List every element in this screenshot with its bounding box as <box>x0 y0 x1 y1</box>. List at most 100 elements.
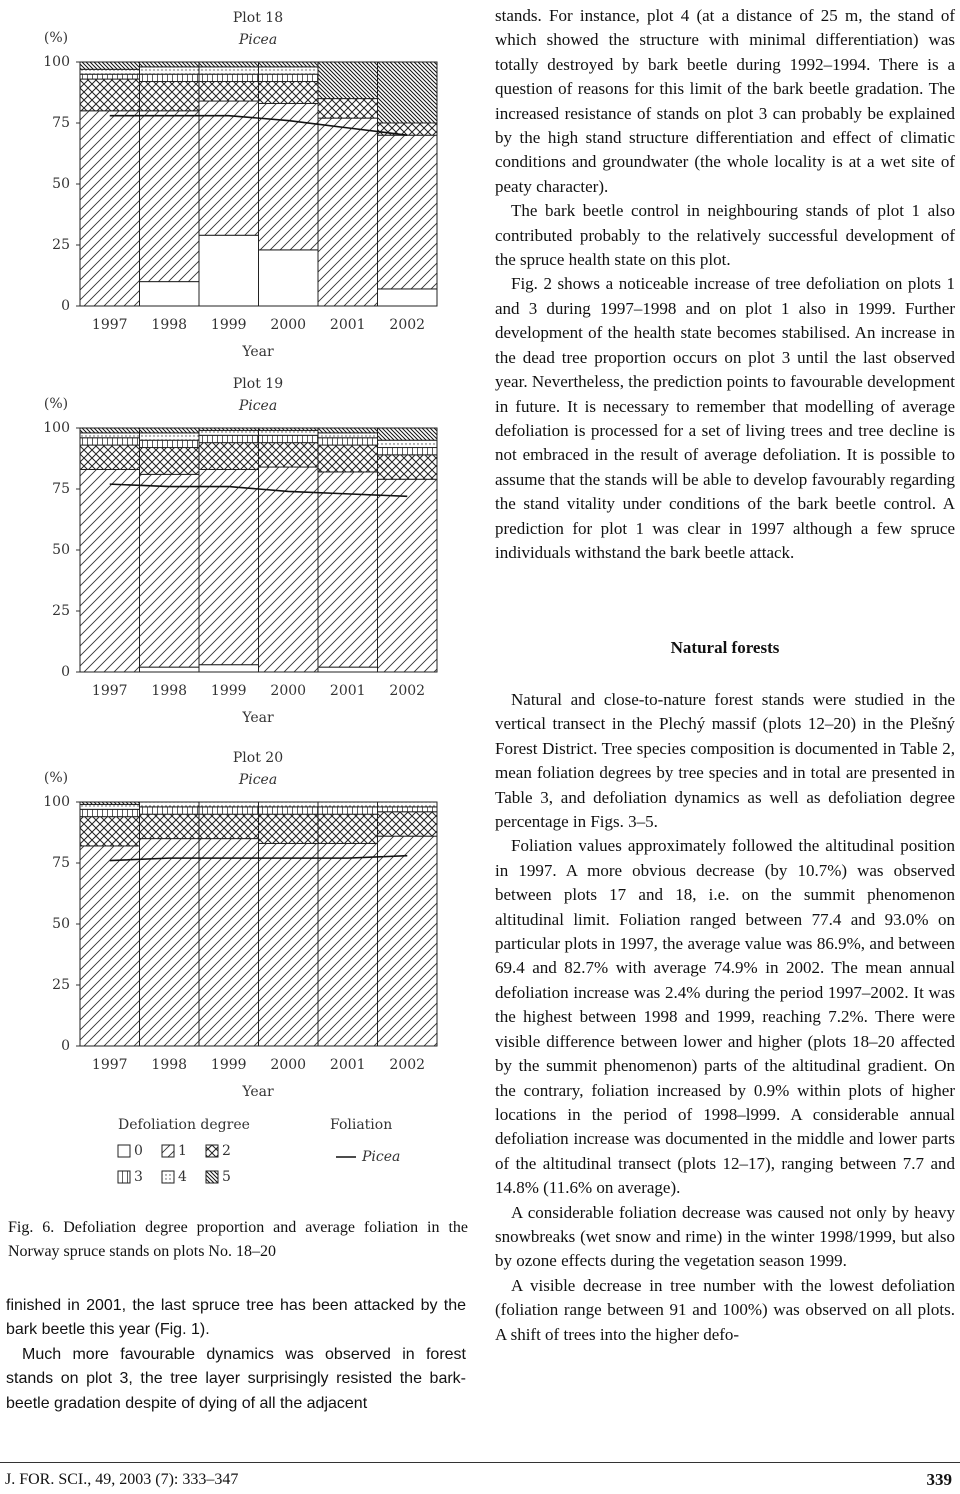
bar-segment <box>139 110 200 283</box>
x-tick-label: 1999 <box>211 317 247 333</box>
bar-segment <box>317 444 378 473</box>
legend-swatch <box>117 1144 131 1158</box>
bar-segment <box>79 73 140 80</box>
legend-label: 0 <box>134 1143 143 1159</box>
y-tick-label: 25 <box>52 977 70 993</box>
bar-segment <box>79 444 140 470</box>
bar-segment <box>317 117 378 307</box>
bar-segment <box>79 437 140 446</box>
bar-segment <box>317 432 378 439</box>
y-tick-label: 25 <box>52 237 70 253</box>
bar-segment <box>258 81 319 104</box>
bar-segment <box>317 437 378 446</box>
bar-segment <box>198 468 259 666</box>
bar-segment <box>258 806 319 815</box>
bar-segment <box>198 234 259 307</box>
y-tick-label: 50 <box>52 176 70 192</box>
bar-segment <box>377 439 438 449</box>
x-axis-label: Year <box>241 1084 274 1100</box>
legend-title: Foliation <box>330 1117 392 1133</box>
bar-segment <box>139 801 200 808</box>
x-tick-label: 2000 <box>270 1057 306 1073</box>
bar-segment <box>198 838 259 1047</box>
chart-title: Plot 18 <box>233 10 283 26</box>
bar-segment <box>139 81 200 112</box>
bar-segment <box>198 801 259 808</box>
x-axis-label: Year <box>241 344 274 360</box>
bar-segment <box>198 427 259 431</box>
bar-segment <box>377 454 438 480</box>
bar-segment <box>258 249 319 307</box>
section-text: Natural and close-to-nature forest stand… <box>495 688 955 1347</box>
bar-segment <box>198 442 259 470</box>
bar-segment <box>139 813 200 840</box>
y-tick-label: 0 <box>61 664 70 680</box>
chart-title: Plot 20 <box>233 750 283 766</box>
paragraph: Much more favourable dynamics was observ… <box>6 1345 466 1412</box>
legend-label: 5 <box>222 1169 231 1185</box>
bar-segment <box>377 478 438 673</box>
bar-segment <box>139 439 200 449</box>
footer-rule <box>0 1462 960 1463</box>
paragraph: Foliation values approximately followed … <box>495 836 955 1198</box>
bar-segment <box>79 432 140 439</box>
paragraph: A considerable foliation decrease was ca… <box>495 1202 955 1271</box>
bar-segment <box>198 73 259 83</box>
legend-label: 1 <box>178 1143 187 1159</box>
bar-segment <box>317 98 378 119</box>
y-tick-label: 100 <box>43 794 70 810</box>
legend-title: Defoliation degree <box>118 1117 250 1133</box>
caption: Fig. 6. Defoliation degree proportion an… <box>8 1219 468 1260</box>
legend-swatch <box>205 1170 219 1184</box>
bar-segment <box>198 66 259 75</box>
legend-swatch <box>161 1144 175 1158</box>
right-text: stands. For instance, plot 4 (at a dista… <box>495 4 955 565</box>
bar-segment <box>317 61 378 100</box>
bar-segment <box>139 73 200 83</box>
x-tick-label: 1999 <box>211 683 247 699</box>
bar-segment <box>139 281 200 307</box>
bar-segment <box>139 666 200 673</box>
bar-segment <box>139 447 200 475</box>
x-tick-label: 1998 <box>151 317 187 333</box>
bar-segment <box>258 434 319 444</box>
chart: Plot 18 Picea (%) Year 0 25 50 75 100 1997 1998 199… <box>43 10 438 360</box>
chart-subtitle: Picea <box>238 32 277 48</box>
bar-segment <box>139 66 200 75</box>
y-tick-label: 75 <box>52 115 70 131</box>
chart-subtitle: Picea <box>238 398 277 414</box>
y-axis-label: (%) <box>44 770 68 786</box>
bar-segment <box>79 110 140 307</box>
chart: Plot 19 Picea (%) Year 0 25 50 75 100 1997 1998 199… <box>43 376 438 726</box>
bar-segment <box>258 73 319 83</box>
bar-segment <box>317 801 378 808</box>
bar-segment <box>377 801 438 808</box>
chart-subtitle: Picea <box>238 772 277 788</box>
bar-segment <box>139 806 200 815</box>
y-tick-label: 0 <box>61 298 70 314</box>
bar-segment <box>139 432 200 441</box>
bar-segment <box>139 473 200 668</box>
bar-segment <box>317 842 378 1047</box>
y-tick-label: 100 <box>43 420 70 436</box>
paragraph: Fig. 2 shows a noticeable increase of tr… <box>495 274 955 562</box>
legend: Defoliation degree Foliation 0 1 2 3 4 5 Picea <box>117 1117 400 1185</box>
bar-segment <box>258 813 319 844</box>
bar-segment <box>79 61 140 70</box>
paragraph: stands. For instance, plot 4 (at a dista… <box>495 6 955 196</box>
foliation-line <box>109 114 408 136</box>
legend-label: 3 <box>134 1169 143 1185</box>
bar-segment <box>377 134 438 290</box>
x-tick-label: 1998 <box>151 1057 187 1073</box>
bar-segment <box>198 806 259 815</box>
foliation-line <box>109 854 408 862</box>
y-tick-label: 75 <box>52 855 70 871</box>
bar-segment <box>317 806 378 815</box>
section-heading: Natural forests <box>670 638 780 657</box>
x-tick-label: 1997 <box>92 683 128 699</box>
bar-segment <box>198 434 259 444</box>
x-tick-label: 2002 <box>389 317 425 333</box>
y-axis-label: (%) <box>44 30 68 46</box>
bar-segment <box>258 466 319 673</box>
